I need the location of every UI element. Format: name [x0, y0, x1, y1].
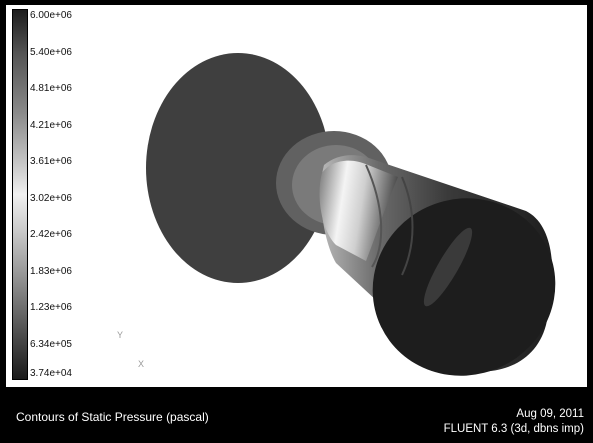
colorbar-label: 3.02e+06 [30, 193, 72, 204]
cone-band [365, 164, 383, 268]
outlet-face [372, 198, 556, 376]
colorbar-label: 4.81e+06 [30, 83, 72, 94]
axis-y-label: Y [117, 330, 124, 340]
outlet-inner-band [423, 227, 473, 307]
throat-section [319, 160, 398, 261]
graphics-viewport[interactable]: 6.00e+06 5.40e+06 4.81e+06 4.21e+06 3.61… [6, 5, 587, 387]
colorbar-label: 3.61e+06 [30, 156, 72, 167]
colorbar-label: 2.42e+06 [30, 229, 72, 240]
colorbar-label: 3.74e+04 [30, 368, 72, 379]
graphics-footer: Contours of Static Pressure (pascal) Aug… [0, 390, 593, 443]
axis-x-label: X [138, 359, 145, 369]
pressure-colorbar [12, 9, 28, 380]
colorbar-label: 6.00e+06 [30, 10, 72, 21]
inlet-disk [146, 53, 330, 283]
cone-band [401, 176, 414, 276]
colorbar-label: 6.34e+05 [30, 339, 72, 350]
solver-version: FLUENT 6.3 (3d, dbns imp) [443, 423, 584, 435]
colorbar-label: 5.40e+06 [30, 47, 72, 58]
plot-caption: Contours of Static Pressure (pascal) [16, 410, 209, 424]
colorbar-label: 1.23e+06 [30, 302, 72, 313]
pressure-contour-render[interactable] [6, 5, 587, 387]
colorbar-label: 4.21e+06 [30, 120, 72, 131]
colorbar-label: 1.83e+06 [30, 266, 72, 277]
plot-date: Aug 09, 2011 [516, 408, 584, 420]
